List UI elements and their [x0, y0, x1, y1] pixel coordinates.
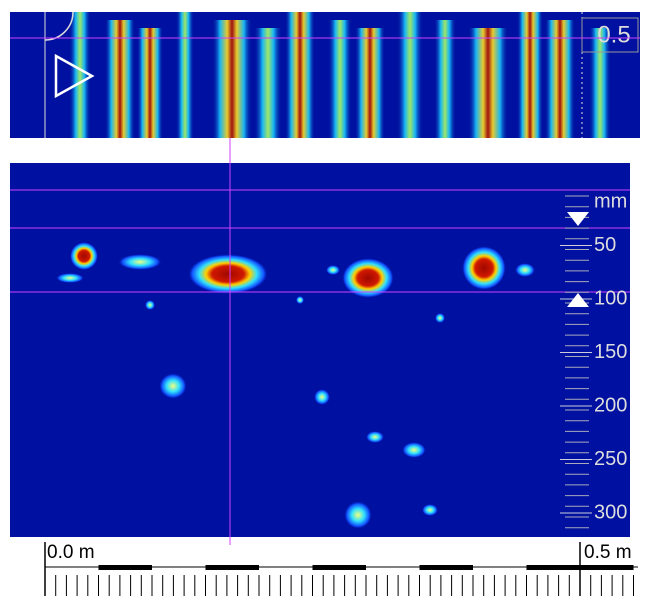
marker-down[interactable]	[567, 212, 589, 226]
ruler-bar	[205, 565, 259, 570]
depth-label: 50	[594, 234, 616, 256]
stripe	[212, 20, 252, 138]
ruler-end: 0.5 m	[584, 542, 632, 563]
stripe	[69, 12, 91, 138]
stripe	[176, 12, 194, 138]
reflection	[366, 431, 384, 443]
stripe	[545, 20, 575, 138]
reflection	[342, 258, 394, 298]
reflection	[462, 246, 506, 290]
reflection	[422, 504, 438, 516]
ruler-bar	[580, 565, 634, 570]
depth-label: 250	[594, 448, 627, 470]
corner-arc	[44, 11, 74, 41]
top-radargram	[69, 12, 611, 138]
stripe	[105, 20, 135, 138]
top-label: 0.5	[597, 21, 630, 48]
depth-label: 300	[594, 501, 627, 523]
label-box	[581, 17, 639, 53]
stripe	[468, 28, 508, 138]
reflection	[314, 389, 330, 405]
stripe	[285, 12, 315, 138]
reflection	[118, 254, 162, 270]
reflection	[145, 300, 155, 310]
reflection	[159, 373, 187, 399]
ruler-bar	[419, 565, 473, 570]
reflection	[296, 296, 304, 304]
ruler-bar	[98, 565, 152, 570]
unit-label: mm	[594, 190, 627, 212]
marker-up[interactable]	[567, 293, 589, 307]
reflection	[435, 313, 445, 323]
stripe	[589, 28, 611, 138]
ruler-bar	[312, 565, 366, 570]
depth-label: 100	[594, 287, 627, 309]
reflection	[70, 242, 98, 270]
ruler-start: 0.0 m	[47, 542, 95, 563]
bottom-panel	[10, 163, 630, 537]
ruler	[44, 542, 638, 596]
reflection	[515, 263, 535, 277]
depth-scale: 50 100 150 200 250 300	[560, 195, 627, 529]
reflection	[56, 273, 84, 283]
stripe	[328, 20, 352, 138]
stripe	[355, 28, 385, 138]
stripe	[137, 28, 163, 138]
stripe	[517, 12, 543, 138]
reflection	[188, 254, 268, 294]
depth-label: 150	[594, 341, 627, 363]
play-icon[interactable]	[54, 53, 95, 99]
stripe	[254, 28, 282, 138]
stripe	[397, 12, 423, 138]
depth-scan	[56, 242, 535, 529]
reflection	[402, 442, 426, 458]
reflection	[326, 265, 340, 275]
stripe	[434, 20, 456, 138]
ruler-bar	[526, 565, 580, 570]
reflection	[344, 501, 372, 529]
depth-label: 200	[594, 394, 627, 416]
